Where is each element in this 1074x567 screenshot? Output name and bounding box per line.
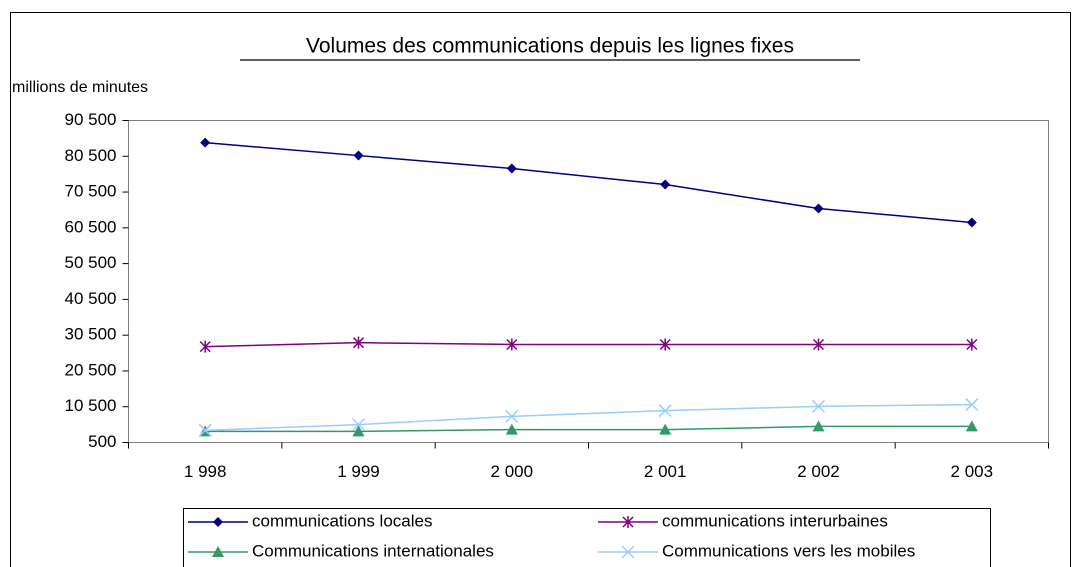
series-line — [205, 141, 972, 224]
marker — [811, 399, 826, 413]
marker — [966, 217, 977, 228]
x-tick-label: 1 998 — [184, 462, 227, 481]
x-tick-label: 1 999 — [337, 462, 380, 481]
marker — [505, 409, 519, 423]
series-line — [205, 425, 972, 433]
x-tick-label: 2 001 — [644, 462, 687, 481]
series-line — [205, 403, 972, 432]
x-tick-label: 2 000 — [491, 462, 534, 481]
y-tick-label: 60 500 — [65, 217, 117, 236]
x-tick-label: 2 002 — [797, 462, 840, 481]
marker — [506, 163, 517, 174]
marker — [659, 423, 672, 435]
y-tick-label: 30 500 — [65, 325, 117, 344]
marker — [812, 338, 825, 351]
y-tick-label: 40 500 — [65, 289, 117, 308]
marker — [965, 420, 978, 432]
x-tick-label: 2 003 — [951, 462, 994, 481]
legend-box — [183, 508, 991, 567]
marker — [966, 338, 978, 351]
marker — [200, 137, 211, 148]
marker — [965, 398, 979, 412]
marker — [198, 423, 212, 437]
y-tick-label: 20 500 — [65, 360, 117, 379]
marker — [659, 338, 671, 351]
legend-marker — [213, 517, 223, 527]
marker — [660, 179, 671, 190]
marker — [658, 404, 672, 418]
marker — [199, 340, 211, 353]
marker — [352, 336, 365, 349]
legend-marker — [621, 545, 635, 559]
chart-border — [10, 12, 1071, 567]
series-line — [205, 341, 972, 348]
y-tick-label: 50 500 — [65, 253, 117, 272]
legend-marker — [212, 546, 224, 557]
chart-title: Volumes des communications depuis les li… — [306, 35, 794, 58]
marker — [812, 420, 825, 432]
legend-label: communications locales — [252, 511, 432, 530]
legend-label: Communications internationales — [252, 541, 494, 560]
legend-label: communications interurbaines — [662, 511, 888, 530]
marker — [813, 203, 824, 214]
y-tick-label: 80 500 — [65, 146, 117, 165]
y-tick-label: 70 500 — [65, 182, 117, 201]
y-tick-label: 10 500 — [65, 396, 117, 415]
marker — [353, 150, 364, 161]
marker — [352, 425, 365, 437]
y-axis-label: millions de minutes — [12, 79, 148, 96]
y-tick-label: 90 500 — [65, 110, 117, 129]
legend-marker — [622, 516, 634, 528]
y-tick-label: 500 — [88, 432, 116, 451]
marker — [505, 423, 518, 435]
marker — [506, 338, 518, 351]
legend-label: Communications vers les mobiles — [662, 541, 915, 560]
marker — [351, 418, 366, 432]
